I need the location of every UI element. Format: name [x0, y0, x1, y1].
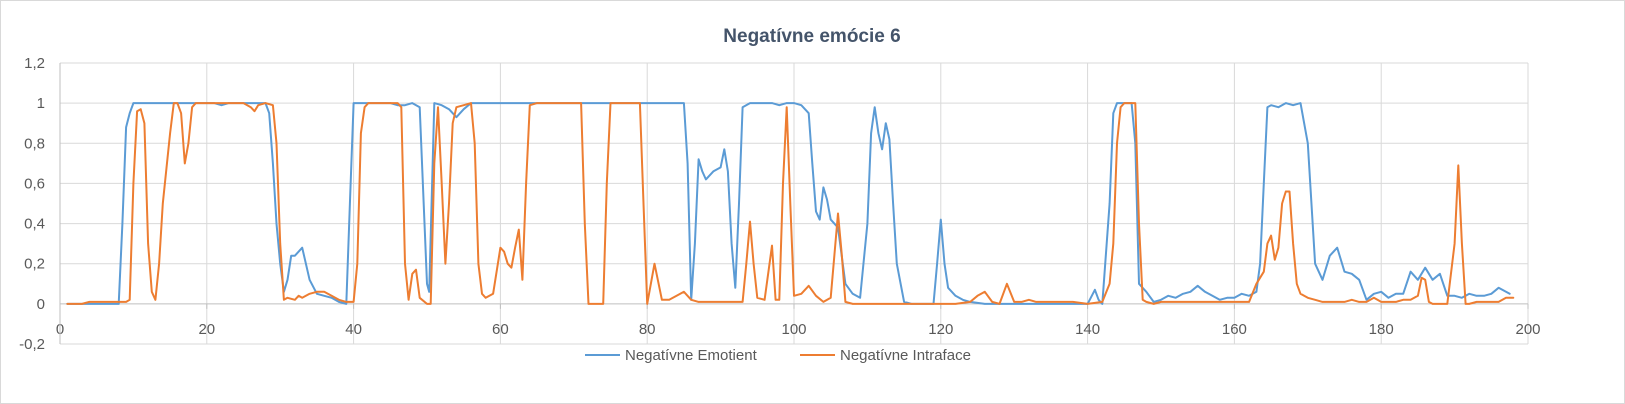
- legend: Negatívne Emotient Negatívne Intraface: [585, 347, 971, 364]
- y-tick-label: 1,2: [24, 55, 45, 72]
- x-tick-label: 80: [639, 321, 656, 338]
- y-tick-label: 0,6: [24, 175, 45, 192]
- y-tick-label: 1: [37, 95, 45, 112]
- y-tick-label: 0,4: [24, 216, 45, 233]
- y-tick-label: 0,2: [24, 256, 45, 273]
- x-tick-label: 40: [345, 321, 362, 338]
- x-tick-label: 200: [1515, 321, 1540, 338]
- x-tick-label: 160: [1222, 321, 1247, 338]
- x-tick-label: 120: [928, 321, 953, 338]
- x-tick-label: 180: [1369, 321, 1394, 338]
- y-tick-label: 0,8: [24, 135, 45, 152]
- legend-label: Negatívne Emotient: [625, 347, 758, 364]
- chart-title: Negatívne emócie 6: [723, 26, 900, 47]
- series-layer: [66, 102, 1515, 305]
- y-tick-label: 0: [37, 296, 45, 313]
- legend-label: Negatívne Intraface: [840, 347, 971, 364]
- x-tick-label: 140: [1075, 321, 1100, 338]
- x-tick-label: 60: [492, 321, 509, 338]
- grid: [60, 62, 1529, 345]
- axes: -0,200,20,40,60,811,20 20 40 60 80 100 120 140 1…: [19, 55, 1540, 353]
- y-tick-label: -0,2: [19, 336, 45, 353]
- series-line-2: [66, 102, 1515, 305]
- x-tick-label: 100: [781, 321, 806, 338]
- x-tick-label: 20: [198, 321, 215, 338]
